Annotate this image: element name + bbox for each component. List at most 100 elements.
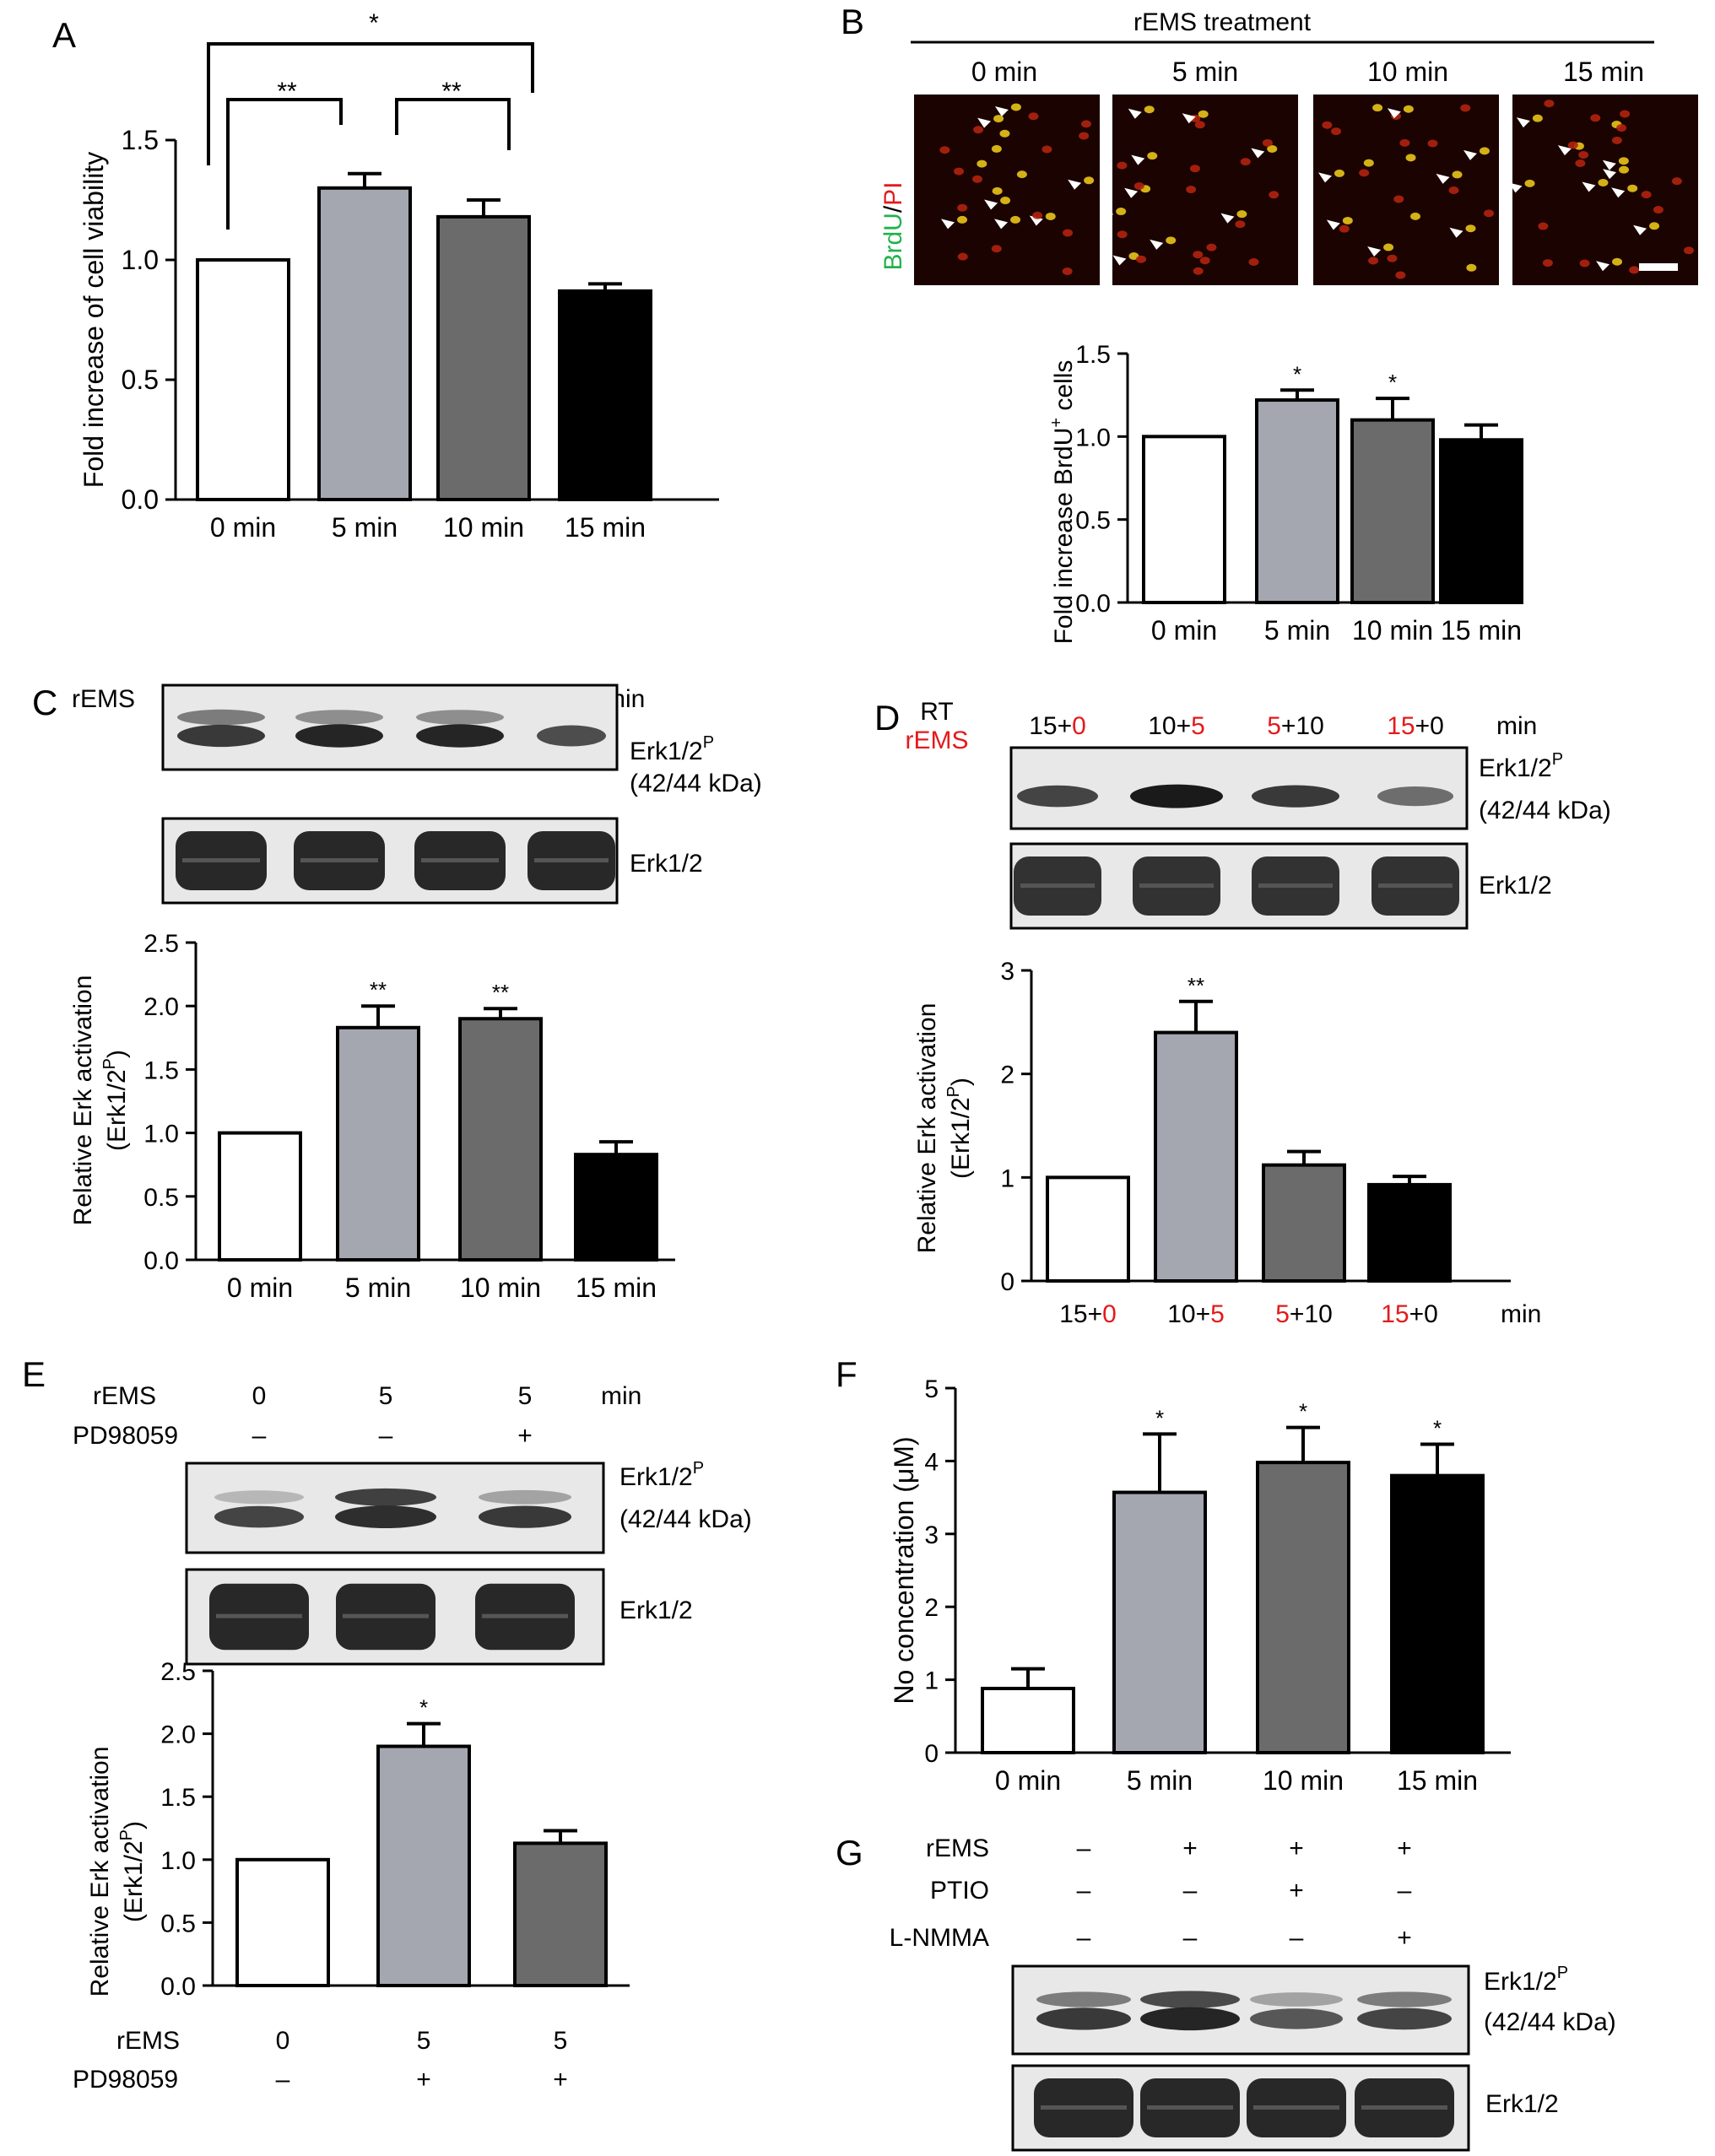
panel-d-chart-xlabel-1-part-a: 10+	[1167, 1300, 1210, 1328]
micrograph-nucleus	[1620, 110, 1631, 118]
blot-band-gap	[421, 858, 499, 862]
panel-a-sig-bracket-right	[395, 98, 511, 150]
micrograph-nucleus	[1133, 181, 1144, 190]
panel-g-row-value: –	[1077, 1877, 1091, 1905]
micrograph-nucleus	[1395, 271, 1406, 279]
micrograph-nucleus	[1653, 206, 1664, 214]
panel-e-row1-label: rEMS	[93, 1382, 156, 1410]
panel-e-y-tick-label: 2.0	[160, 1721, 196, 1749]
panel-d-blot1-label: Erk1/2P	[1479, 750, 1563, 782]
micrograph-nucleus	[1649, 222, 1660, 230]
panel-a-significance	[207, 42, 534, 230]
micrograph-nucleus	[971, 175, 982, 183]
blot-frame	[161, 684, 619, 771]
micrograph-nucleus	[1532, 114, 1543, 122]
micrograph-nucleus	[1465, 224, 1476, 233]
micrograph-nucleus	[1363, 159, 1374, 167]
panel-a-y-tick-label: 1.5	[122, 125, 159, 155]
blot-band-gap	[1378, 883, 1453, 888]
panel-d-y-tick-label: 1	[1000, 1164, 1014, 1192]
micrograph-nucleus	[1117, 161, 1128, 170]
blot-band-lower	[479, 1505, 571, 1528]
arrowhead-icon	[1182, 113, 1196, 124]
panel-d-lane-label-0-part-a: 15+	[1029, 712, 1072, 740]
micrograph-nucleus	[1084, 176, 1095, 185]
blot-band-lower	[1036, 2007, 1131, 2030]
micrograph-nucleus	[1063, 229, 1074, 237]
panel-b-ylabel-tail: cells	[1050, 360, 1078, 418]
panel-c-ylabel1: Relative Erk activation	[69, 975, 97, 1226]
arrowhead-icon	[1557, 145, 1572, 156]
panel-g-row-value: +	[1289, 1834, 1304, 1862]
panel-d-chart-xlabel-0-part-a: 15+	[1059, 1300, 1102, 1328]
blot-band-lower	[416, 724, 504, 748]
blot-band-lower	[1250, 2008, 1343, 2029]
micrograph-nucleus	[1199, 257, 1210, 265]
blot-band-upper	[295, 710, 383, 725]
panel-b-sig-label: *	[1293, 361, 1301, 386]
micrograph-nucleus	[1000, 197, 1011, 205]
micrograph-nucleus	[1611, 136, 1622, 144]
panel-f-bar	[1390, 1473, 1485, 1755]
blot-band-upper	[1250, 1992, 1343, 2007]
panel-d-bar	[1367, 1182, 1452, 1283]
panel-e-ylabel2: (Erk1/2P)	[117, 1821, 148, 1922]
micrograph-nucleus	[1460, 104, 1471, 112]
arrowhead-icon	[1150, 239, 1164, 250]
panel-e-chart-row1-val-0: 0	[276, 2027, 290, 2055]
micrograph-nucleus	[1627, 184, 1638, 192]
micrograph-nucleus	[1544, 100, 1555, 108]
panel-d-lane-label-2-part-b: +10	[1281, 712, 1324, 740]
panel-g-blot-phospho	[1011, 1964, 1470, 2056]
arrowhead-icon	[1603, 169, 1617, 180]
panel-b-sig-label: *	[1388, 370, 1397, 395]
panel-b-ylabel: Fold increase BrdU+ cells	[1047, 360, 1078, 645]
micrograph-nucleus	[993, 115, 1004, 123]
blot-band-lower	[1017, 785, 1098, 808]
micrograph-nucleus	[1452, 170, 1463, 179]
arrowhead-icon	[1611, 187, 1626, 198]
panel-a-sig-top: *	[369, 9, 379, 37]
micrograph-nucleus	[1206, 243, 1217, 251]
panel-d-chart: 0 1 2 3 **	[1000, 958, 1511, 1296]
panel-c-sig-label: **	[370, 977, 387, 1002]
micrograph-nucleus	[1235, 220, 1246, 229]
panel-f-y-tick-label: 2	[924, 1594, 939, 1622]
micrograph-nucleus	[1479, 147, 1490, 155]
panel-a-sig-left: **	[277, 78, 297, 105]
panel-d-y-tick-label: 0	[1000, 1268, 1014, 1296]
micrograph-nucleus	[1372, 104, 1383, 112]
panel-d-blot1-sup: P	[1552, 750, 1563, 769]
micrograph-nucleus	[1448, 186, 1459, 194]
blot-band-upper	[177, 709, 265, 726]
panel-c-x-label: 15 min	[576, 1273, 657, 1303]
panel-g-blot-total	[1011, 2064, 1470, 2152]
arrowhead-icon	[1633, 224, 1647, 235]
arrowhead-icon	[1131, 154, 1145, 165]
panel-d-lane-label-3: 15+0	[1387, 712, 1444, 740]
panel-g-row-value: +	[1397, 1924, 1412, 1952]
micrograph-nucleus	[1080, 120, 1091, 128]
blot-band-gap	[482, 1613, 568, 1618]
micrograph-nucleus	[1403, 105, 1414, 113]
panel-b-chart: 0.0 0.5 1.0 1.5 0 min * 5 min * 10 min 15 min	[1075, 341, 1523, 646]
micrograph-nucleus	[991, 245, 1002, 253]
panel-e-bar	[513, 1841, 608, 1988]
panel-c-blot1-main: Erk1/2	[630, 738, 703, 765]
panel-a-y-tick-label: 1.0	[122, 245, 159, 275]
blot-band-upper	[1036, 1991, 1131, 2007]
panel-b-x-label: 15 min	[1441, 615, 1522, 646]
panel-b-y-tick-label: 1.0	[1075, 424, 1111, 451]
panel-d-lane-labels: 15+0 10+5 5+10 15+0	[1029, 712, 1444, 740]
panel-d-ylabel1: Relative Erk activation	[913, 1003, 941, 1254]
micrograph-nucleus	[1393, 195, 1404, 203]
panel-e-chart-row2-val-1: +	[416, 2066, 431, 2094]
panel-b-stain-green: BrdU	[879, 213, 907, 270]
arrowhead-icon	[1516, 117, 1530, 128]
micrograph-nucleus	[1383, 243, 1394, 251]
micrograph-nucleus	[1144, 105, 1155, 114]
panel-a-sig-right: **	[441, 78, 462, 105]
panel-g-condition-table: rEMS – + + + PTIO – – + – L-NMMA – – – +	[890, 1834, 1412, 1952]
panel-e-blot1-sub: (42/44 kDa)	[619, 1505, 752, 1533]
